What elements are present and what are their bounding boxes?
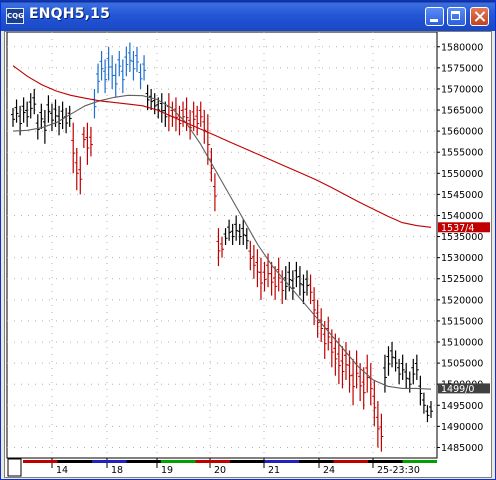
y-tick-label: 1510000 — [441, 338, 483, 349]
close-button[interactable] — [470, 7, 489, 26]
x-tick-label: 19 — [161, 465, 173, 476]
session-segment — [402, 460, 437, 463]
session-segment — [161, 460, 196, 463]
y-tick-label: 1495000 — [441, 401, 483, 412]
y-tick-label: 1485000 — [441, 443, 483, 454]
y-tick-label: 1545000 — [441, 190, 483, 201]
y-tick-label: 1560000 — [441, 127, 483, 138]
price-marker — [438, 383, 490, 394]
x-tick-label: 25-23:30 — [377, 465, 420, 476]
y-tick-label: 1520000 — [441, 295, 483, 306]
price-marker-label: 1499/0 — [441, 384, 474, 395]
y-tick-label: 1550000 — [441, 169, 483, 180]
y-tick-label: 1565000 — [441, 106, 483, 117]
session-segment — [264, 460, 299, 463]
session-segment — [299, 460, 334, 463]
session-segment — [23, 460, 58, 463]
session-segment — [333, 460, 368, 463]
x-tick-label: 24 — [323, 465, 335, 476]
window-title: ENQH5,15 — [29, 6, 111, 22]
y-tick-label: 1535000 — [441, 232, 483, 243]
x-tick-label: 14 — [56, 465, 68, 476]
session-segment — [368, 460, 403, 463]
session-segment — [57, 460, 92, 463]
price-chart[interactable]: 1580000 1575000 1570000 1565000 1560000 15550… — [5, 32, 491, 477]
title-bar[interactable]: CQG ENQH5,15 — [1, 1, 495, 31]
chart-area[interactable]: 1580000 1575000 1570000 1565000 1560000 15550… — [4, 31, 492, 478]
session-segment — [195, 460, 230, 463]
y-tick-label: 1540000 — [441, 211, 483, 222]
y-tick-label: 1530000 — [441, 253, 483, 264]
session-segment — [92, 460, 127, 463]
cqg-logo-icon[interactable]: CQG — [6, 8, 24, 24]
x-tick-label: 18 — [111, 465, 123, 476]
x-tick-label: 20 — [214, 465, 226, 476]
y-tick-label: 1555000 — [441, 148, 483, 159]
y-tick-label: 1515000 — [441, 316, 483, 327]
price-marker — [438, 222, 490, 233]
moving-average-line — [12, 94, 432, 390]
y-tick-label: 1580000 — [441, 42, 483, 53]
y-tick-label: 1505000 — [441, 359, 483, 370]
session-segment — [230, 460, 265, 463]
y-tick-label: 1575000 — [441, 63, 483, 74]
moving-average-line — [12, 65, 432, 228]
x-tick-label: 21 — [268, 465, 280, 476]
minimize-button[interactable] — [425, 7, 444, 26]
y-tick-label: 1570000 — [441, 84, 483, 95]
session-segment — [126, 460, 161, 463]
scroll-box — [7, 458, 22, 477]
maximize-button[interactable] — [447, 7, 466, 26]
y-tick-label: 1490000 — [441, 422, 483, 433]
price-marker-label: 1537/4 — [441, 223, 474, 234]
y-tick-label: 1525000 — [441, 274, 483, 285]
